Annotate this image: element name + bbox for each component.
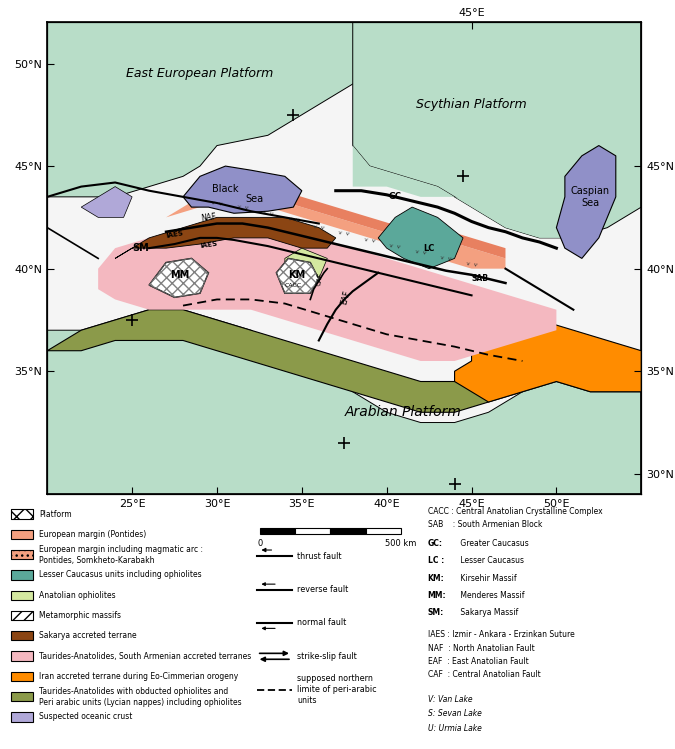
Polygon shape (166, 187, 506, 269)
Text: Greater Caucasus: Greater Caucasus (458, 539, 529, 548)
Polygon shape (149, 258, 209, 297)
Text: Anatolian ophiolites: Anatolian ophiolites (39, 591, 116, 600)
Polygon shape (378, 207, 463, 269)
Bar (11, 590, 33, 600)
Text: LC: LC (423, 243, 435, 252)
Polygon shape (276, 258, 319, 294)
Text: Iran accreted terrane during Eo-Cimmerian orogeny: Iran accreted terrane during Eo-Cimmeria… (39, 672, 238, 681)
Bar (11, 530, 33, 539)
Text: Suspected oceanic crust: Suspected oceanic crust (39, 712, 132, 721)
Text: MM:: MM: (428, 591, 446, 600)
Text: IAES: IAES (199, 240, 217, 249)
Text: v v: v v (262, 210, 274, 216)
Text: Scythian Platform: Scythian Platform (416, 98, 527, 111)
Polygon shape (353, 145, 573, 238)
Text: v v: v v (389, 243, 401, 249)
Text: IAES : Izmir - Ankara - Erzinkan Suture
NAF  : North Anatolian Fault
EAF  : East: IAES : Izmir - Ankara - Erzinkan Suture … (428, 631, 574, 679)
Text: GC: GC (389, 192, 402, 201)
Text: Platform: Platform (39, 509, 72, 519)
Polygon shape (353, 22, 641, 238)
Text: MM: MM (170, 270, 189, 280)
Text: v v: v v (440, 255, 452, 261)
Text: European margin (Pontides): European margin (Pontides) (39, 530, 146, 539)
Polygon shape (81, 187, 132, 217)
Text: Arabian Platform: Arabian Platform (345, 405, 462, 419)
Bar (331, 528, 366, 534)
Text: Menderes Massif: Menderes Massif (458, 591, 524, 600)
Bar (11, 550, 33, 560)
Polygon shape (556, 145, 616, 258)
Text: v v: v v (364, 237, 375, 243)
Text: V: Van Lake
S: Sevan Lake
U: Urmia Lake: V: Van Lake S: Sevan Lake U: Urmia Lake (428, 694, 482, 733)
Polygon shape (285, 248, 327, 279)
Text: SAB: SAB (472, 274, 489, 283)
Text: Lesser Caucasus units including ophiolites: Lesser Caucasus units including ophiolit… (39, 571, 202, 580)
Text: Lesser Caucasus: Lesser Caucasus (458, 557, 524, 565)
Text: LC :: LC : (428, 557, 444, 565)
Text: v v: v v (466, 261, 477, 268)
Text: Caspian
Sea: Caspian Sea (571, 186, 610, 207)
Text: v v: v v (288, 216, 299, 222)
Text: Black: Black (212, 184, 239, 194)
Text: Metamorphic massifs: Metamorphic massifs (39, 611, 121, 620)
Text: East European Platform: East European Platform (126, 67, 273, 80)
Text: IAES: IAES (165, 230, 184, 239)
Bar (11, 692, 33, 701)
Bar (261, 528, 296, 534)
Polygon shape (454, 320, 641, 402)
Text: supposed northern
limite of peri-arabic
units: supposed northern limite of peri-arabic … (297, 674, 377, 706)
Text: thrust fault: thrust fault (297, 552, 342, 561)
Text: v v: v v (414, 249, 427, 255)
Bar (11, 652, 33, 661)
Text: SM:: SM: (428, 608, 444, 617)
Text: CACC: CACC (285, 282, 302, 288)
Text: Taurides-Anatolides, South Armenian accreted terranes: Taurides-Anatolides, South Armenian accr… (39, 652, 251, 661)
Bar (11, 672, 33, 681)
Text: Taurides-Anatolides with obducted ophiolites and
Peri arabic units (Lycian nappe: Taurides-Anatolides with obducted ophiol… (39, 687, 242, 706)
Text: EAF: EAF (339, 289, 352, 306)
Polygon shape (115, 217, 335, 258)
Bar (11, 631, 33, 640)
Text: Sakarya accreted terrane: Sakarya accreted terrane (39, 631, 137, 640)
Text: KM:: KM: (428, 574, 445, 583)
Text: 500 km: 500 km (385, 539, 416, 548)
Text: reverse fault: reverse fault (297, 585, 348, 594)
Text: European margin including magmatic arc :
Pontides, Somkheto-Karabakh: European margin including magmatic arc :… (39, 545, 203, 565)
Bar (11, 509, 33, 519)
Text: CAF: CAF (315, 272, 323, 286)
Bar (11, 712, 33, 721)
Polygon shape (183, 166, 302, 213)
Text: Sakarya Massif: Sakarya Massif (458, 608, 518, 617)
Polygon shape (47, 309, 641, 494)
Text: strike-slip fault: strike-slip fault (297, 652, 357, 661)
Text: v v: v v (236, 204, 248, 210)
Text: 0: 0 (258, 539, 263, 548)
Bar (11, 570, 33, 580)
Polygon shape (200, 176, 506, 258)
Text: Kirsehir Massif: Kirsehir Massif (458, 574, 516, 583)
Bar (11, 611, 33, 620)
Text: SM: SM (132, 243, 149, 253)
Text: CACC : Central Anatolian Crystalline Complex
SAB    : South Armenian Block: CACC : Central Anatolian Crystalline Com… (428, 507, 602, 529)
Bar (11, 611, 33, 620)
Polygon shape (98, 217, 556, 361)
Bar (11, 509, 33, 519)
Text: normal fault: normal fault (297, 619, 346, 628)
Text: Sea: Sea (245, 194, 263, 204)
Text: NAF: NAF (200, 213, 217, 223)
Bar (366, 528, 401, 534)
Bar (296, 528, 331, 534)
Text: v v: v v (313, 225, 325, 231)
Text: v v: v v (338, 231, 350, 237)
Text: GC:: GC: (428, 539, 443, 548)
Text: KM: KM (288, 270, 305, 280)
Polygon shape (47, 22, 421, 197)
Polygon shape (47, 309, 641, 412)
Bar (11, 550, 33, 560)
Text: v v: v v (211, 200, 223, 206)
